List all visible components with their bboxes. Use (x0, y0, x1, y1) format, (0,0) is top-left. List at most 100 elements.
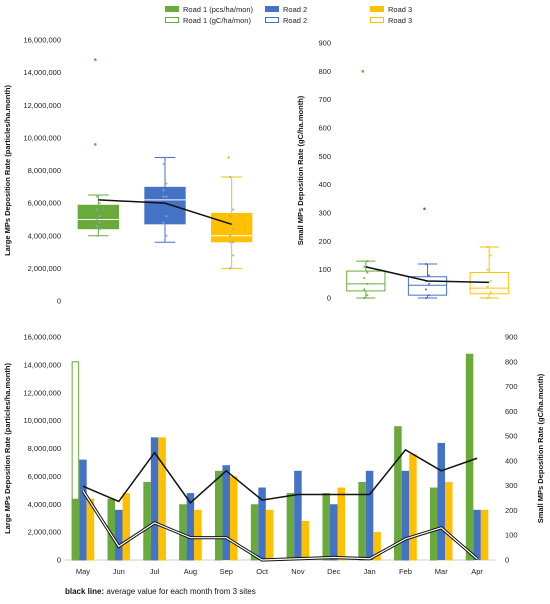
y-tick-label: 8,000,000 (28, 166, 61, 175)
y-tick-label: 10,000,000 (23, 133, 61, 142)
y-tick-label: 14,000,000 (23, 360, 61, 369)
data-point (366, 294, 369, 297)
x-tick-label: Dec (327, 567, 341, 576)
y-tick-label: 0 (57, 556, 61, 565)
y-axis-title: Small MPs Deposition Rate (gC/ha.month) (296, 95, 305, 245)
legend-label: Road 2 (283, 5, 307, 14)
data-point (427, 282, 431, 285)
x-tick-label: Jul (150, 567, 160, 576)
outline-bar-road3 (122, 547, 130, 561)
outline-bar-road2 (79, 557, 87, 561)
data-point (229, 234, 232, 237)
bar-road3 (409, 454, 417, 560)
outline-bar-road1 (143, 539, 151, 561)
x-tick-label: Aug (184, 567, 197, 576)
bar-road2 (115, 509, 123, 560)
data-point (98, 202, 101, 205)
y-tick-label: 0 (57, 297, 61, 306)
data-point (98, 221, 101, 224)
x-tick-label: Jun (113, 567, 125, 576)
bar-road3 (301, 520, 310, 560)
y-tick-label: 12,000,000 (23, 388, 61, 397)
bar-road1 (286, 493, 295, 560)
outline-bar-road2 (186, 547, 195, 561)
footnote: black line: average value for each month… (65, 587, 256, 596)
y-tick-label: 700 (318, 95, 331, 104)
outline-bar-road2 (150, 544, 159, 561)
bar-road2 (186, 493, 195, 560)
outline-bar-road3 (158, 534, 166, 561)
x-tick-label: Mar (435, 567, 448, 576)
outlier-point (94, 58, 97, 61)
data-point (363, 288, 366, 291)
outline-bar-road3 (373, 558, 381, 561)
data-point (165, 234, 168, 237)
outline-bar-road1 (430, 534, 438, 561)
bar-road2 (437, 442, 445, 560)
monthly-bar-chart: 0 2,000,000 4,000,000 6,000,000 8,000,000 10,… (3, 333, 545, 577)
y-tick-label: 0 (327, 294, 331, 303)
outline-bar-road1 (179, 549, 187, 561)
legend-label: Road 3 (388, 16, 412, 25)
data-point (489, 279, 492, 283)
y2-tick-label: 500 (505, 432, 518, 441)
outline-bar-road3 (86, 552, 95, 561)
outline-bar-road1 (250, 558, 259, 561)
data-point (232, 241, 235, 244)
data-point (232, 228, 235, 231)
bar-road3 (194, 509, 202, 560)
bar-road3 (122, 493, 130, 560)
x-tick-label: Sep (220, 567, 233, 576)
bar-road2 (365, 470, 374, 560)
y2-tick-label: 600 (505, 407, 518, 416)
legend-swatch-road2-outline (265, 17, 279, 23)
data-point (424, 288, 428, 291)
large-mps-boxplot: 0 2,000,000 4,000,000 6,000,000 8,000,000 10,… (3, 36, 253, 306)
legend-label: Road 1 (pcs/ha/mon) (183, 5, 254, 14)
data-point (95, 234, 98, 237)
box-road2 (407, 276, 448, 296)
data-point (363, 277, 366, 280)
box-road2 (144, 186, 186, 225)
y-tick-label: 10,000,000 (23, 416, 61, 425)
data-point (162, 241, 165, 244)
bar-road3 (373, 532, 381, 560)
footnote-text: average value for each month from 3 site… (104, 587, 256, 596)
mean-line (98, 199, 232, 226)
data-point (95, 218, 98, 221)
legend-swatch-road3-outline (370, 17, 384, 23)
data-point (95, 195, 98, 198)
legend-swatch-road2-filled (265, 6, 279, 12)
y-tick-label: 100 (318, 265, 331, 274)
outline-bar-road2 (115, 558, 123, 561)
y2-tick-label: 200 (505, 506, 518, 515)
data-point (424, 296, 428, 300)
y2-tick-label: 900 (505, 333, 518, 342)
small-mps-boxplot: 0 100 200 300 400 500 600 700 800 900 Small MPs De… (296, 39, 509, 303)
data-point (363, 296, 366, 300)
data-point (165, 195, 168, 198)
y2-axis-title: Small MPs Deposition Rate (gC/ha.month) (536, 373, 545, 523)
y-tick-label: 12,000,000 (23, 101, 61, 110)
data-point (232, 254, 235, 257)
box-road1 (77, 204, 119, 230)
legend-swatch-road3-filled (370, 6, 384, 12)
outline-bar-road3 (194, 529, 202, 561)
y-tick-label: 500 (318, 152, 331, 161)
bar-road1 (71, 498, 80, 560)
bar-road2 (222, 465, 230, 560)
bar-road3 (337, 487, 345, 560)
bar-road3 (230, 476, 238, 560)
bar-road1 (107, 498, 115, 560)
data-point (486, 296, 489, 300)
y-tick-label: 4,000,000 (28, 231, 61, 240)
y-tick-label: 800 (318, 67, 331, 76)
data-point (98, 215, 101, 218)
legend-label: Road 3 (388, 5, 412, 14)
data-point (229, 267, 232, 270)
y-tick-label: 2,000,000 (28, 264, 61, 273)
footnote-bold: black line: (65, 587, 104, 596)
outline-bar-road1 (107, 552, 115, 561)
y-axis-title: Large MPs Deposition Rate (particles/ha.… (3, 363, 12, 534)
bar-road2 (294, 470, 302, 560)
